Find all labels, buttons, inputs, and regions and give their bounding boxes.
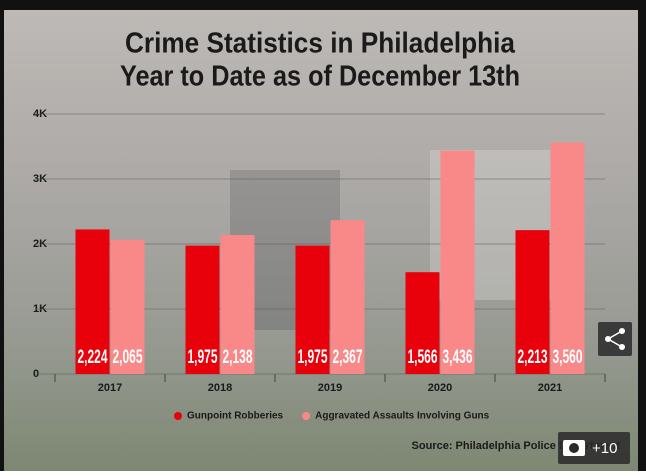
bar	[220, 235, 255, 374]
bar-value-label: 3,436	[443, 347, 473, 368]
bar	[405, 272, 440, 374]
camera-lens	[569, 443, 579, 453]
share-icon	[606, 330, 623, 348]
bar-value-label: 1,975	[188, 347, 218, 368]
x-tick-label: 2019	[318, 382, 342, 394]
bar	[185, 245, 220, 374]
bar	[110, 239, 145, 374]
bar-value-label: 2,367	[333, 347, 363, 368]
chart-subtitle: Year to Date as of December 13th	[120, 61, 520, 93]
bar	[550, 142, 585, 374]
x-tick-label: 2018	[208, 382, 232, 394]
bar	[440, 150, 475, 374]
bar	[515, 230, 550, 374]
legend-swatch	[174, 412, 182, 420]
bar-value-label: 2,224	[78, 347, 108, 368]
bar	[330, 220, 365, 374]
bar-value-label: 2,213	[518, 347, 548, 368]
x-tick-label: 2020	[428, 382, 452, 394]
x-tick-label: 2021	[538, 382, 562, 394]
chart-title: Crime Statistics in Philadelphia	[125, 28, 516, 60]
bar	[295, 245, 330, 374]
legend-label: Gunpoint Robberies	[187, 411, 284, 422]
bar-value-label: 2,065	[113, 347, 143, 368]
legend-label: Aggravated Assaults Involving Guns	[315, 411, 490, 422]
bar-value-label: 1,566	[408, 347, 438, 368]
x-tick-label: 2017	[98, 382, 122, 394]
bar-value-label: 2,138	[223, 347, 253, 368]
ui-overlay: +10	[558, 322, 632, 464]
bar-value-label: 3,560	[553, 347, 583, 368]
share-button[interactable]	[598, 322, 632, 356]
bar-value-label: 1,975	[298, 347, 328, 368]
bar	[75, 229, 110, 374]
legend-swatch	[302, 412, 311, 420]
photo-count: +10	[592, 440, 617, 457]
